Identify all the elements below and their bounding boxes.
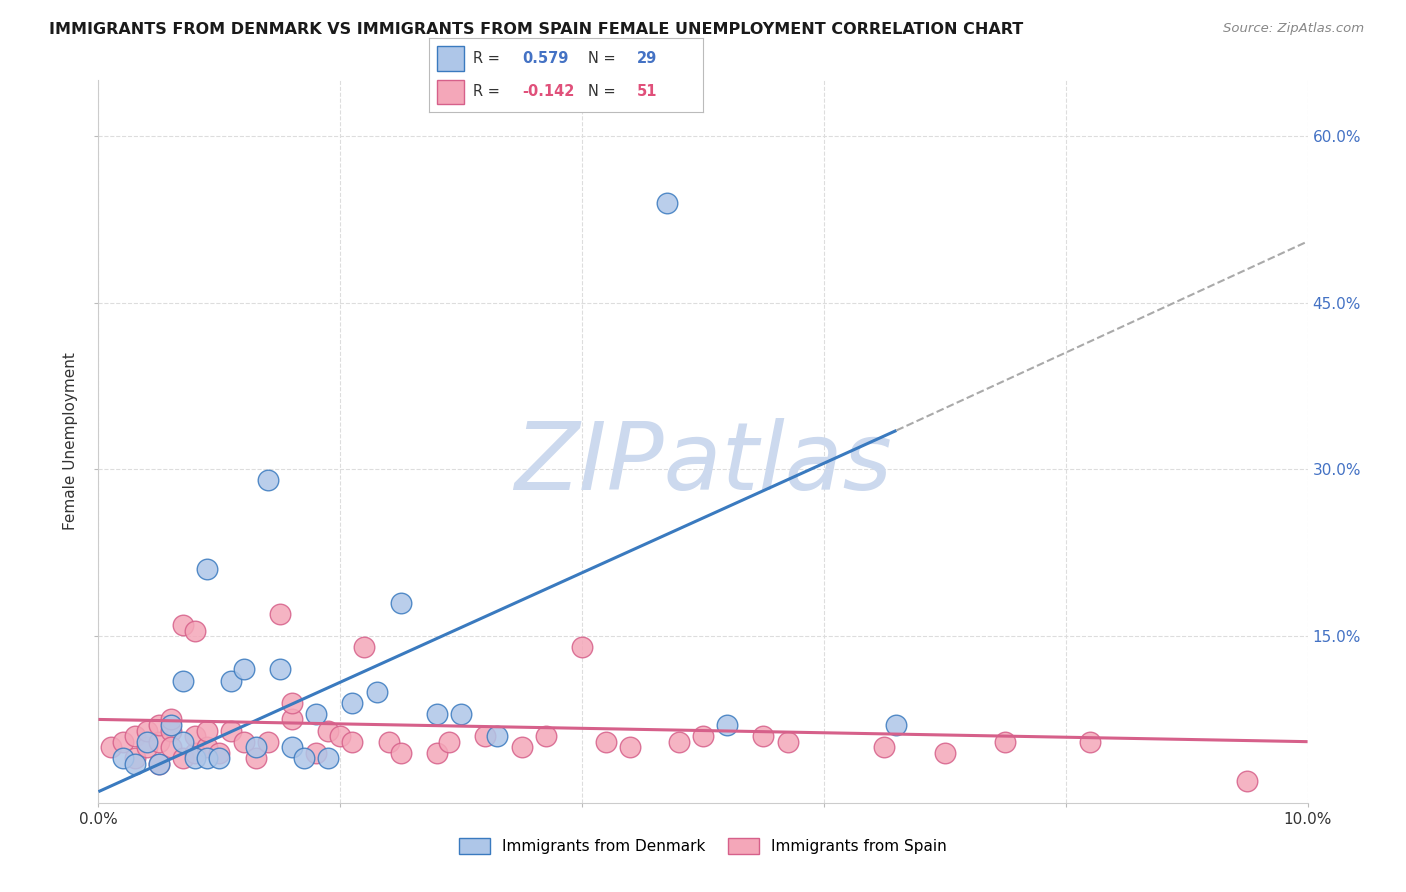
Point [232,734,254,748]
Point [377,734,399,748]
Point [873,740,896,755]
Point [135,734,157,748]
Point [1236,773,1258,788]
Point [510,740,533,755]
Point [221,723,243,738]
Point [389,746,412,760]
Point [668,734,690,748]
Point [124,751,146,765]
Text: R =: R = [472,84,505,99]
Point [389,596,412,610]
Point [437,734,460,748]
Point [474,729,496,743]
Point [184,729,207,743]
Point [269,662,291,676]
FancyBboxPatch shape [437,80,464,104]
Point [329,729,352,743]
Text: R =: R = [472,51,505,66]
Point [221,673,243,688]
Point [342,696,364,710]
Point [124,756,146,771]
Point [426,706,449,721]
Point [692,729,714,743]
Point [342,734,364,748]
Point [534,729,557,743]
Point [316,723,339,738]
Point [655,195,678,210]
Point [148,756,170,771]
Point [135,740,157,755]
Point [124,729,146,743]
Legend: Immigrants from Denmark, Immigrants from Spain: Immigrants from Denmark, Immigrants from… [453,832,953,860]
FancyBboxPatch shape [437,46,464,70]
Point [195,740,218,755]
Point [716,718,738,732]
Point [195,751,218,765]
Point [281,696,304,710]
Point [1078,734,1101,748]
Point [111,751,134,765]
Point [245,751,267,765]
Point [208,751,231,765]
Y-axis label: Female Unemployment: Female Unemployment [63,352,79,531]
Point [269,607,291,621]
Point [172,734,194,748]
Point [353,640,375,655]
Point [305,706,328,721]
Point [184,751,207,765]
Point [160,723,183,738]
Point [208,746,231,760]
Point [184,624,207,638]
Point [245,740,267,755]
Point [135,723,157,738]
Point [776,734,799,748]
Text: IMMIGRANTS FROM DENMARK VS IMMIGRANTS FROM SPAIN FEMALE UNEMPLOYMENT CORRELATION: IMMIGRANTS FROM DENMARK VS IMMIGRANTS FR… [49,22,1024,37]
Point [281,740,304,755]
Point [571,640,593,655]
Point [160,713,183,727]
Point [292,751,315,765]
Point [256,474,278,488]
Point [160,718,183,732]
Point [172,673,194,688]
Point [366,684,388,698]
Point [172,618,194,632]
Point [486,729,509,743]
Point [184,746,207,760]
Point [111,734,134,748]
Text: -0.142: -0.142 [522,84,575,99]
Point [886,718,908,732]
Point [934,746,956,760]
Text: N =: N = [588,84,620,99]
Point [160,740,183,755]
Point [426,746,449,760]
Point [450,706,472,721]
Point [256,734,278,748]
Text: 51: 51 [637,84,658,99]
Text: 0.579: 0.579 [522,51,568,66]
Point [232,662,254,676]
Point [100,740,122,755]
Point [172,751,194,765]
Text: 29: 29 [637,51,658,66]
Point [148,756,170,771]
Point [595,734,617,748]
Point [281,713,304,727]
Point [148,734,170,748]
Point [316,751,339,765]
Point [305,746,328,760]
Point [195,562,218,576]
Point [994,734,1017,748]
Point [195,723,218,738]
Point [752,729,775,743]
Text: N =: N = [588,51,620,66]
Point [148,718,170,732]
Text: ZIPatlas: ZIPatlas [515,417,891,508]
Point [619,740,641,755]
Text: Source: ZipAtlas.com: Source: ZipAtlas.com [1223,22,1364,36]
